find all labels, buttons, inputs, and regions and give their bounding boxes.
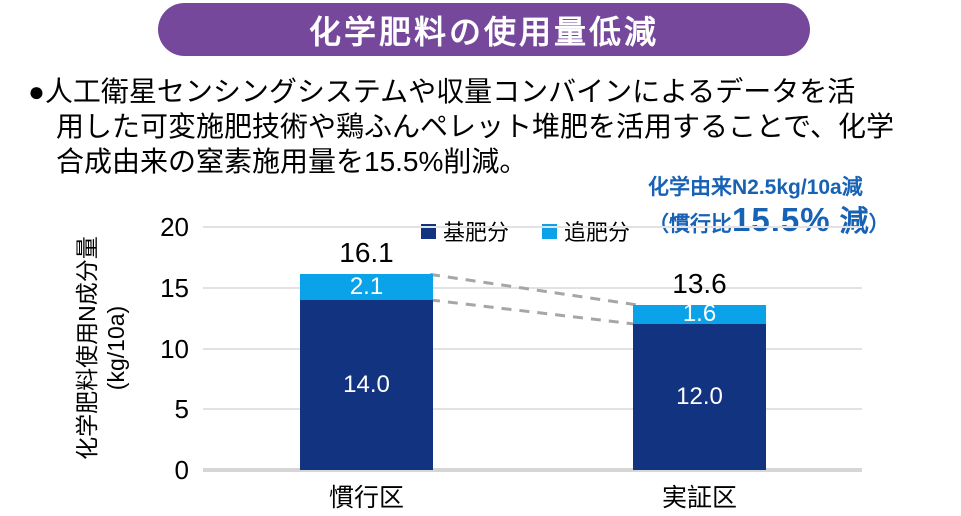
y-axis-unit: (kg/10a) bbox=[103, 305, 129, 391]
bar-segment-topdress-慣行区: 2.1 bbox=[300, 273, 433, 300]
legend-label-base-fertilizer: 基肥分 bbox=[443, 220, 510, 245]
y-tick-label: 15 bbox=[160, 272, 189, 303]
reduction-annotation-line2: （慣行比 15.5% 減 ） bbox=[648, 201, 890, 244]
connector-dashed-line bbox=[429, 298, 637, 326]
x-category-label: 実証区 bbox=[661, 484, 737, 512]
x-axis-line bbox=[203, 468, 862, 472]
connector-dashed-line bbox=[429, 272, 637, 307]
bar-segment-base-実証区: 12.0 bbox=[633, 324, 766, 470]
bar-total-label: 13.6 bbox=[672, 267, 727, 299]
gridline bbox=[203, 226, 862, 228]
intro-line-1: ●人工衛星センシングシステムや収量コンバインによるデータを活 bbox=[28, 76, 856, 107]
y-tick-label: 10 bbox=[160, 333, 189, 364]
x-category-label: 慣行区 bbox=[328, 484, 404, 512]
y-tick-label: 0 bbox=[174, 455, 189, 485]
legend-item-base-fertilizer: 基肥分 bbox=[421, 215, 509, 247]
bar-segment-topdress-実証区: 1.6 bbox=[633, 300, 766, 327]
gridline bbox=[203, 408, 862, 411]
intro-line-3: 合成由来の窒素施用量を15.5%削減。 bbox=[56, 146, 528, 177]
gridline bbox=[203, 347, 862, 350]
y-tick-label: 5 bbox=[174, 394, 189, 425]
page-title: 化学肥料の使用量低減 bbox=[308, 13, 659, 50]
annotation-reduction-word: 減 bbox=[839, 206, 869, 238]
y-axis-title-text: 化学肥料使用N成分量 bbox=[74, 236, 100, 460]
bar-segment-base-慣行区: 14.0 bbox=[300, 299, 433, 470]
annotation-percent-value: 15.5% bbox=[732, 201, 831, 238]
reduction-annotation-line1: 化学由来N2.5kg/10a減 bbox=[648, 176, 863, 199]
legend: 基肥分 追肥分 bbox=[421, 215, 630, 247]
plot-area: 0 5 10 15 20 14.0 2.1 16.1 慣行区 12.0 1.6 13.6 実証区 bbox=[160, 212, 862, 512]
annotation-close-paren: ） bbox=[868, 213, 890, 236]
intro-line-2: 用した可変施肥技術や鶏ふんペレット堆肥を活用することで、化学 bbox=[56, 111, 895, 142]
y-tick-label: 20 bbox=[160, 212, 189, 242]
bar-total-label: 16.1 bbox=[339, 237, 394, 269]
annotation-open-paren: （慣行比 bbox=[648, 213, 732, 236]
reduction-annotation: 化学由来N2.5kg/10a減 （慣行比 15.5% 減 ） bbox=[648, 175, 890, 244]
legend-label-top-dressing: 追肥分 bbox=[564, 220, 631, 245]
y-axis-title: 化学肥料使用N成分量 (kg/10a) bbox=[73, 218, 133, 478]
intro-paragraph: ●人工衛星センシングシステムや収量コンバインによるデータを活 用した可変施肥技術… bbox=[28, 74, 894, 179]
title-banner: 化学肥料の使用量低減 bbox=[158, 3, 810, 56]
